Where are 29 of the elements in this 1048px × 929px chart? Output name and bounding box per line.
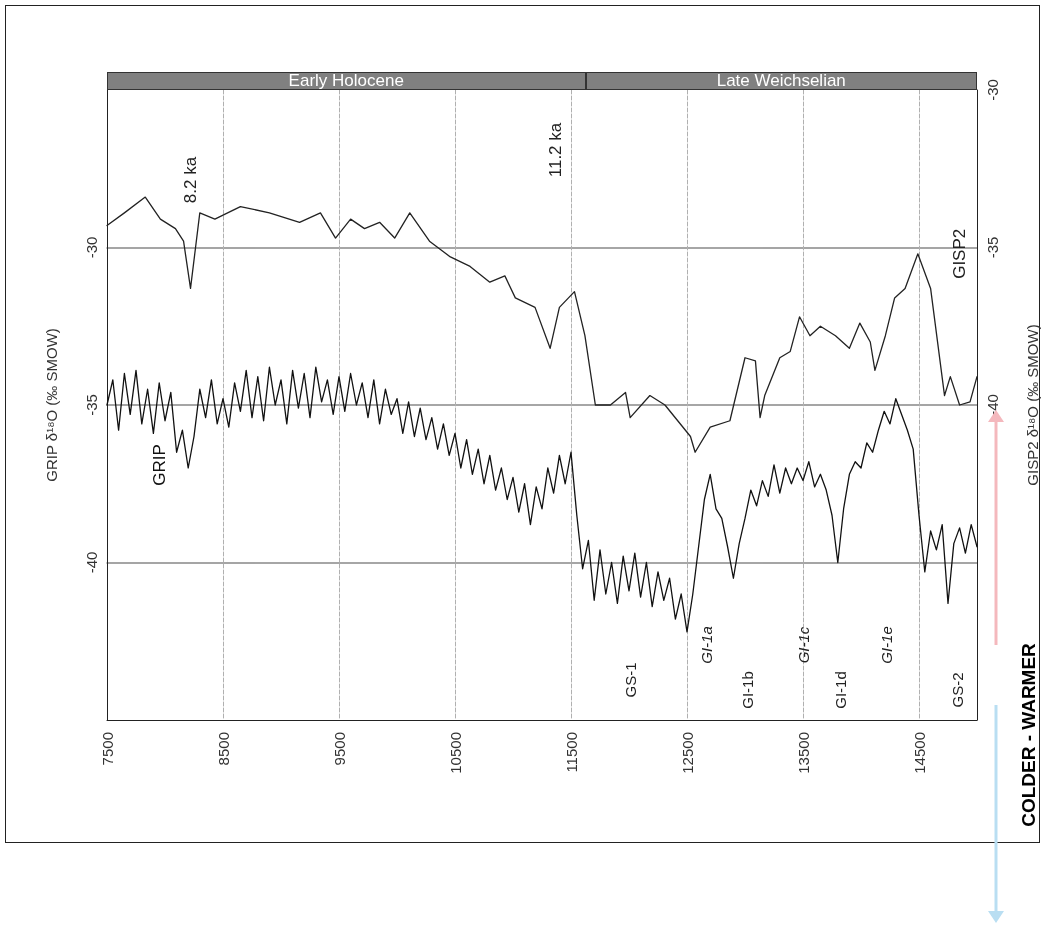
y2-tick-label: -30 [984, 79, 1001, 101]
x-tick-label: 9500 [330, 732, 348, 766]
text: COLDER - WARMER [1017, 642, 1039, 827]
annotation: GI-1c [794, 626, 812, 664]
y-axis-title: GRIP δ¹⁸O (‰ SMOW) [43, 328, 60, 482]
annotation: GI-1a [697, 626, 715, 664]
annotation: GS-1 [621, 662, 639, 698]
annotation: GS-2 [948, 672, 966, 708]
annotation: GI-1e [877, 626, 895, 664]
x-tick-label: 10500 [446, 732, 464, 774]
annotation: GI-1b [738, 671, 756, 709]
y-tick-label: -40 [83, 551, 100, 574]
y-tick-label: -35 [83, 394, 100, 416]
text: GISP2 [950, 228, 970, 279]
x-tick-label: 8500 [214, 732, 232, 766]
annotation: GI-1d [831, 671, 849, 709]
y2-axis-title: GISP2 δ¹⁸O (‰ SMOW) [1024, 324, 1041, 486]
x-tick-label: 7500 [98, 732, 116, 766]
x-tick-label: 14500 [910, 732, 928, 774]
y2-tick-label: -35 [984, 236, 1001, 259]
text: GRIP [149, 444, 169, 486]
x-tick-label: 13500 [794, 732, 812, 774]
x-tick-label: 12500 [678, 732, 696, 774]
y-tick-label: -30 [83, 236, 100, 259]
annotation: 8.2 ka [180, 156, 200, 204]
annotation: 11.2 ka [545, 122, 565, 178]
header-strip: Early Holocene Late Weichselian [107, 72, 977, 90]
y2-tick-label: -40 [984, 394, 1001, 416]
x-tick-label: 11500 [562, 732, 580, 773]
